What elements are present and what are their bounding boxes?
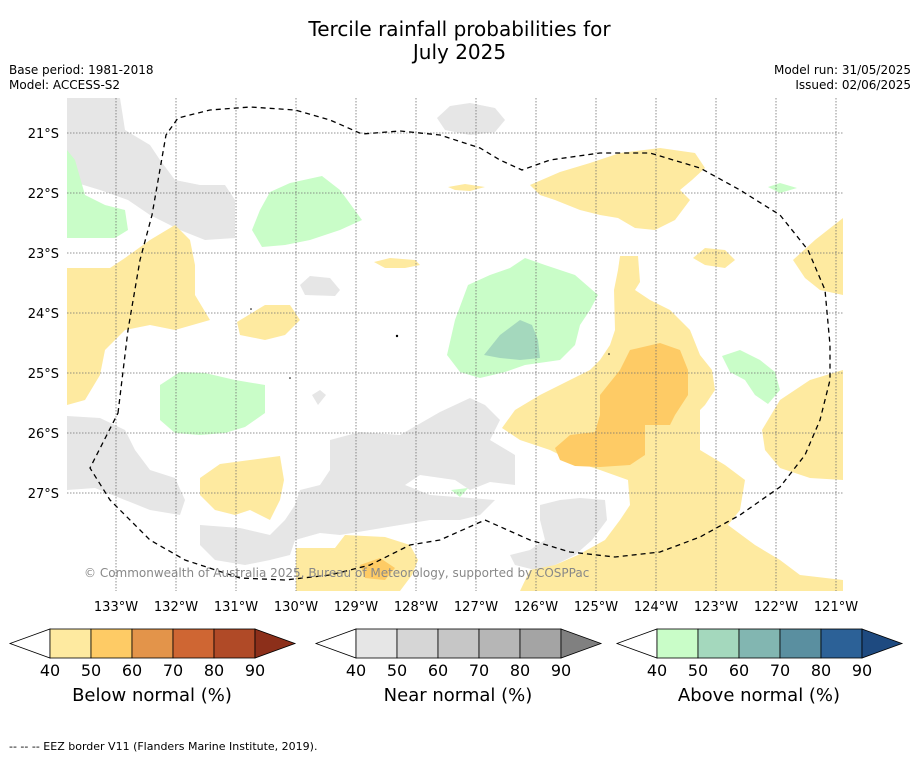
lat-label: 22°S xyxy=(28,187,59,202)
colorbar-tick-label: 90 xyxy=(551,661,571,680)
colorbar-cell xyxy=(355,628,398,659)
lon-label: 133°W xyxy=(94,600,138,615)
eez-boundary xyxy=(89,106,831,581)
colorbar-tick-label: 70 xyxy=(770,661,790,680)
colorbar-lower-extension xyxy=(314,628,357,659)
colorbar-tick-label: 90 xyxy=(245,661,265,680)
issued-date: Issued: 02/06/2025 xyxy=(795,78,911,92)
lon-label: 126°W xyxy=(514,600,558,615)
colorbar-upper-extension xyxy=(560,628,603,659)
near-normal-regions xyxy=(67,98,607,570)
meta-left: Base period: 1981-2018 Model: ACCESS-S2 xyxy=(9,63,154,93)
lon-label: 129°W xyxy=(334,600,378,615)
colorbar-cell xyxy=(172,628,215,659)
lat-label: 27°S xyxy=(28,487,59,502)
longitude-labels: 133°W 132°W 131°W 130°W 129°W 128°W 127°… xyxy=(94,600,858,615)
colorbar-cell xyxy=(49,628,92,659)
colorbar-cell xyxy=(478,628,521,659)
colorbar-cell xyxy=(90,628,133,659)
colorbar-tick-label: 60 xyxy=(122,661,142,680)
colorbar-cell xyxy=(738,628,781,659)
colorbar-tick-label: 80 xyxy=(510,661,530,680)
colorbar-cell xyxy=(519,628,562,659)
lon-label: 124°W xyxy=(634,600,678,615)
colorbar-cell xyxy=(697,628,740,659)
colorbar-legends: 40 50 60 70 80 90 40 50 60 70 80 90 40 50 60 70 80 90 xyxy=(8,628,904,680)
lat-label: 23°S xyxy=(28,247,59,262)
colorbar-tick-label: 90 xyxy=(852,661,872,680)
colorbar-cell xyxy=(437,628,480,659)
below-normal-50-60-regions xyxy=(360,343,688,580)
colorbar-tick-label: 40 xyxy=(346,661,366,680)
lon-label: 128°W xyxy=(394,600,438,615)
below-normal-legend-title: Below normal (%) xyxy=(72,685,232,706)
colorbar-tick-label: 40 xyxy=(647,661,667,680)
lon-label: 132°W xyxy=(154,600,198,615)
above-normal-50-60-region xyxy=(484,320,540,360)
colorbar-tick-label: 80 xyxy=(811,661,831,680)
colorbar-cell xyxy=(213,628,256,659)
islands xyxy=(250,308,610,379)
colorbar-tick-label: 50 xyxy=(688,661,708,680)
lat-label: 25°S xyxy=(28,367,59,382)
near-normal-colorbar: 40 50 60 70 80 90 xyxy=(314,628,603,680)
colorbar-cell xyxy=(131,628,174,659)
colorbar-lower-extension xyxy=(615,628,658,659)
lat-label: 24°S xyxy=(28,307,59,322)
colorbar-tick-label: 50 xyxy=(81,661,101,680)
model-run: Model run: 31/05/2025 xyxy=(773,63,911,77)
lon-label: 123°W xyxy=(694,600,738,615)
colorbar-cell xyxy=(656,628,699,659)
colorbar-cell xyxy=(820,628,863,659)
title-line-2: July 2025 xyxy=(412,40,507,64)
copyright-notice: © Commonwealth of Australia 2025, Bureau… xyxy=(84,566,589,580)
colorbar-tick-label: 70 xyxy=(163,661,183,680)
colorbar-tick-label: 50 xyxy=(387,661,407,680)
above-normal-legend-title: Above normal (%) xyxy=(677,685,841,706)
colorbar-upper-extension xyxy=(254,628,297,659)
graticule xyxy=(67,98,843,591)
colorbar-tick-label: 60 xyxy=(428,661,448,680)
eez-footnote: -- -- -- EEZ border V11 (Flanders Marine… xyxy=(9,740,318,753)
latitude-labels: 21°S 22°S 23°S 24°S 25°S 26°S 27°S xyxy=(28,127,59,502)
colorbar-tick-label: 40 xyxy=(40,661,60,680)
lon-label: 125°W xyxy=(574,600,618,615)
meta-right: Model run: 31/05/2025 Issued: 02/06/2025 xyxy=(774,63,911,93)
lon-label: 121°W xyxy=(814,600,858,615)
lon-label: 131°W xyxy=(214,600,258,615)
lon-label: 130°W xyxy=(274,600,318,615)
lat-label: 26°S xyxy=(28,427,59,442)
colorbar-upper-extension xyxy=(861,628,904,659)
near-normal-legend-title: Near normal (%) xyxy=(383,685,533,706)
colorbar-tick-label: 60 xyxy=(729,661,749,680)
title-line-1: Tercile rainfall probabilities for xyxy=(308,17,611,41)
base-period: Base period: 1981-2018 xyxy=(9,63,154,77)
colorbar-lower-extension xyxy=(8,628,51,659)
colorbar-tick-label: 80 xyxy=(204,661,224,680)
colorbar-cell xyxy=(779,628,822,659)
model-name: Model: ACCESS-S2 xyxy=(9,78,121,92)
below-normal-colorbar: 40 50 60 70 80 90 xyxy=(8,628,297,680)
colorbar-cell xyxy=(396,628,439,659)
lat-label: 21°S xyxy=(28,127,59,142)
lon-label: 122°W xyxy=(754,600,798,615)
map-title: Tercile rainfall probabilities for July … xyxy=(0,18,919,64)
above-normal-regions xyxy=(67,150,797,497)
colorbar-tick-label: 70 xyxy=(469,661,489,680)
lon-label: 127°W xyxy=(454,600,498,615)
above-normal-colorbar: 40 50 60 70 80 90 xyxy=(615,628,904,680)
probability-fields xyxy=(67,98,843,591)
